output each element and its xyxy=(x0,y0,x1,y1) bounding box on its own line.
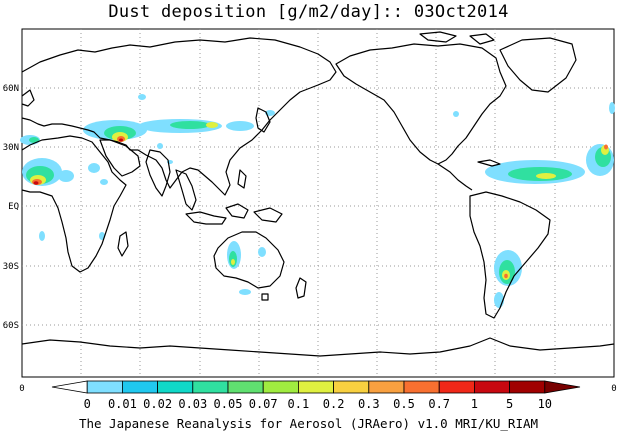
dust-contour-high xyxy=(504,273,508,279)
colorbar-swatch xyxy=(297,380,334,394)
figure-credit: The Japanese Reanalysis for Aerosol (JRA… xyxy=(78,416,539,431)
coastlines xyxy=(21,31,615,357)
colorbar-tick-label: 0.03 xyxy=(178,397,207,411)
latitude-labels: 60N 30N EQ 30S 60S xyxy=(3,84,19,331)
colorbar-tick-label: 5 xyxy=(506,397,513,411)
colorbar-tick-label: 0.01 xyxy=(108,397,137,411)
colorbar-tick-label: 0.02 xyxy=(143,397,172,411)
colorbar-tick-label: 0.5 xyxy=(393,397,415,411)
colorbar-swatch xyxy=(403,380,440,394)
dust-contour-mid xyxy=(170,121,210,129)
colorbar-swatch xyxy=(122,380,159,394)
dust-contour-low xyxy=(138,94,146,100)
lat-label: 30N xyxy=(3,143,19,153)
dust-field xyxy=(20,94,615,308)
colorbar-tick-label: 0.05 xyxy=(214,397,243,411)
colorbar-labels: 0 0.01 0.02 0.03 0.05 0.07 0.1 0.2 0.3 0.5 0.7 1 5 10 xyxy=(84,397,552,411)
dust-contour-low xyxy=(39,231,45,241)
dust-contour-low xyxy=(453,111,459,117)
dust-contour-mid xyxy=(29,137,39,143)
dust-contour-midhi xyxy=(231,259,235,265)
colorbar-swatch xyxy=(227,380,264,394)
colorbar-tick-label: 0.3 xyxy=(358,397,380,411)
dust-contour-low xyxy=(58,170,74,182)
colorbar-tick-label: 0 xyxy=(84,397,91,411)
colorbar-swatch xyxy=(473,380,510,394)
dust-contour-midhi xyxy=(536,173,556,179)
colorbar-swatch xyxy=(438,380,475,394)
dust-contour-high xyxy=(604,144,608,150)
dust-contour-peak xyxy=(33,181,39,185)
colorbar-tick-label: 0.2 xyxy=(323,397,345,411)
colorbar-tick-label: 0.1 xyxy=(288,397,310,411)
lat-label: EQ xyxy=(8,202,19,212)
colorbar-swatch xyxy=(544,380,581,394)
colorbar-min-label: 0 xyxy=(19,384,24,394)
colorbar-swatch xyxy=(51,380,88,394)
dust-contour-low xyxy=(258,247,266,257)
colorbar-swatch xyxy=(262,380,299,394)
dust-contour-peak xyxy=(119,138,123,142)
colorbar-tick-label: 1 xyxy=(471,397,478,411)
dust-contour-low xyxy=(226,121,254,131)
colorbar-swatch xyxy=(86,380,123,394)
map-frame xyxy=(21,28,615,378)
lat-label: 30S xyxy=(3,262,19,272)
dust-contour-low xyxy=(609,102,615,114)
colorbar-swatch xyxy=(157,380,194,394)
chart-title: Dust deposition [g/m2/day]:: 03Oct2014 xyxy=(108,2,509,22)
colorbar-tick-label: 10 xyxy=(538,397,552,411)
colorbar xyxy=(51,380,581,394)
dust-contour-low xyxy=(157,143,163,149)
colorbar-swatch xyxy=(509,380,546,394)
colorbar-max-label: 0 xyxy=(611,384,616,394)
graticule xyxy=(22,29,614,377)
dust-contour-low xyxy=(88,163,100,173)
dust-contour-low xyxy=(239,289,251,295)
dust-contour-low xyxy=(100,179,108,185)
colorbar-swatch xyxy=(368,380,405,394)
dust-contour-midhi xyxy=(206,122,218,128)
lat-label: 60N xyxy=(3,84,19,94)
colorbar-tick-label: 0.7 xyxy=(428,397,450,411)
colorbar-swatch xyxy=(192,380,229,394)
colorbar-tick-label: 0.07 xyxy=(249,397,278,411)
lat-label: 60S xyxy=(3,321,19,331)
colorbar-swatch xyxy=(333,380,370,394)
dust-contour-low xyxy=(89,124,105,132)
